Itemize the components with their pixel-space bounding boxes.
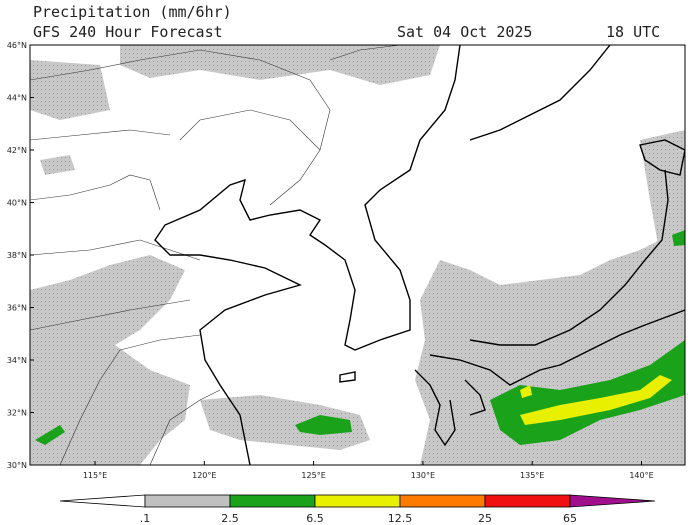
colorbar-label: .1 (140, 512, 151, 525)
colorbar-label: 12.5 (388, 512, 413, 525)
colorbar-label: 2.5 (221, 512, 239, 525)
lat-label: 46°N (7, 41, 27, 50)
lon-label: 115°E (83, 471, 107, 480)
colorbar-segment (484, 494, 571, 508)
colorbar (59, 494, 656, 508)
lat-label: 44°N (7, 94, 27, 103)
colorbar-segment (59, 494, 146, 508)
lat-label: 40°N (7, 199, 27, 208)
lon-label: 125°E (301, 471, 325, 480)
colorbar-segment (399, 494, 486, 508)
colorbar-segment (144, 494, 231, 508)
lat-label: 42°N (7, 146, 27, 155)
lat-label: 32°N (7, 409, 27, 418)
colorbar-label: 25 (478, 512, 492, 525)
lon-label: 120°E (192, 471, 216, 480)
lon-label: 135°E (520, 471, 544, 480)
lat-label: 30°N (7, 461, 27, 470)
model: GFS 240 Hour Forecast (33, 23, 223, 41)
date: Sat 04 Oct 2025 (397, 23, 532, 41)
colorbar-label: 6.5 (306, 512, 324, 525)
precip-heavy (520, 375, 672, 425)
lat-label: 38°N (7, 251, 27, 260)
map (30, 45, 685, 465)
colorbar-segment (314, 494, 401, 508)
coastline (154, 45, 685, 465)
colorbar-segment (569, 494, 656, 508)
lon-label: 140°E (629, 471, 653, 480)
borders (30, 45, 401, 465)
lat-label: 34°N (7, 356, 27, 365)
title: Precipitation (mm/6hr) (33, 3, 232, 21)
lon-label: 130°E (411, 471, 435, 480)
time: 18 UTC (606, 23, 660, 41)
colorbar-label: 65 (563, 512, 577, 525)
colorbar-segment (229, 494, 316, 508)
lat-label: 36°N (7, 304, 27, 313)
